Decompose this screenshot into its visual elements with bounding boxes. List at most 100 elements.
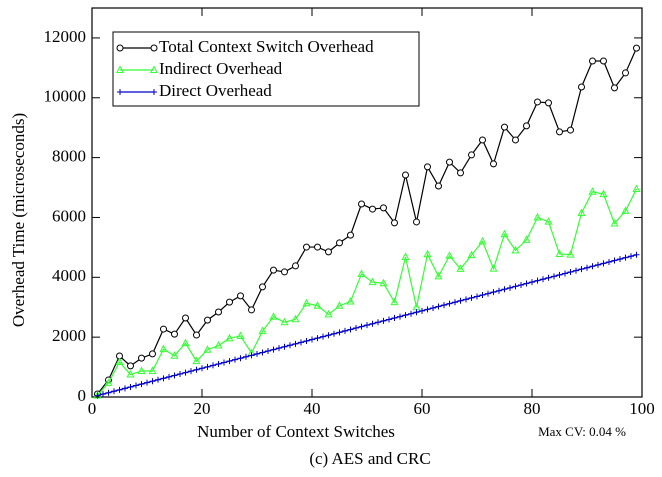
y-axis-label: Overhead Time (microseconds) (9, 113, 28, 327)
marker (457, 169, 464, 177)
y-tick-label: 10000 (44, 87, 87, 106)
marker (254, 350, 260, 357)
marker (291, 314, 300, 323)
marker (479, 136, 486, 144)
marker (523, 122, 530, 130)
marker (226, 358, 233, 365)
marker (237, 355, 244, 362)
marker (468, 151, 475, 159)
x-tick-label: 80 (524, 399, 541, 418)
marker (193, 331, 200, 339)
marker (325, 332, 332, 339)
marker (391, 219, 398, 227)
marker (292, 340, 299, 347)
x-tick-label: 100 (629, 399, 655, 418)
marker (149, 65, 159, 73)
marker (534, 277, 541, 284)
legend-label: Total Context Switch Overhead (159, 37, 374, 56)
marker (485, 290, 491, 297)
y-tick-label: 2000 (52, 326, 86, 345)
marker (292, 262, 299, 270)
marker (375, 319, 381, 326)
marker (160, 375, 167, 382)
marker (380, 204, 387, 212)
marker (402, 312, 409, 319)
marker (369, 320, 376, 327)
marker (391, 315, 398, 322)
marker (166, 373, 172, 380)
marker (215, 308, 222, 316)
marker (413, 309, 420, 316)
marker (117, 89, 123, 95)
marker (606, 258, 612, 265)
marker (226, 298, 233, 306)
marker (149, 350, 156, 358)
marker (324, 309, 333, 318)
marker (160, 325, 167, 333)
marker (622, 254, 629, 261)
marker (545, 274, 552, 281)
marker (435, 182, 442, 190)
marker (115, 357, 124, 365)
marker (599, 189, 608, 198)
marker (214, 340, 223, 349)
marker (611, 84, 618, 92)
marker (501, 123, 508, 131)
marker (474, 293, 480, 300)
marker (270, 266, 277, 274)
marker (578, 266, 585, 273)
marker (496, 287, 502, 294)
marker (589, 263, 596, 270)
marker (258, 326, 267, 335)
marker (170, 351, 179, 359)
marker (401, 252, 410, 260)
marker (589, 57, 596, 65)
marker (221, 359, 227, 366)
marker (529, 279, 535, 286)
marker (171, 372, 178, 379)
marker (584, 264, 590, 271)
marker (188, 368, 194, 375)
marker (573, 267, 579, 274)
marker (237, 292, 244, 300)
marker (551, 273, 557, 280)
marker (199, 365, 205, 372)
marker (203, 345, 212, 353)
marker (259, 283, 266, 291)
marker (336, 329, 343, 336)
marker (413, 218, 420, 226)
marker (346, 296, 355, 305)
marker (313, 301, 322, 309)
marker (126, 369, 135, 378)
marker (182, 314, 189, 322)
marker (276, 345, 282, 352)
marker (544, 217, 553, 225)
marker (204, 363, 211, 370)
marker (540, 276, 546, 283)
marker (204, 316, 211, 324)
marker (390, 297, 399, 306)
marker (555, 249, 564, 257)
marker (151, 89, 157, 95)
x-tick-label: 40 (304, 399, 321, 418)
marker (633, 44, 640, 52)
marker (287, 342, 293, 349)
marker (446, 300, 453, 307)
marker (100, 391, 106, 398)
marker (446, 158, 453, 166)
marker (320, 333, 326, 340)
marker (248, 306, 255, 314)
marker (182, 369, 189, 376)
marker (353, 325, 359, 332)
marker (424, 163, 431, 171)
marker (489, 264, 498, 272)
marker (325, 248, 332, 256)
y-tick-label: 6000 (52, 206, 86, 225)
marker (331, 330, 337, 337)
marker (600, 57, 607, 65)
marker (94, 392, 101, 399)
marker (379, 278, 388, 287)
x-tick-label: 60 (414, 399, 431, 418)
marker (314, 243, 321, 251)
marker (567, 126, 574, 134)
